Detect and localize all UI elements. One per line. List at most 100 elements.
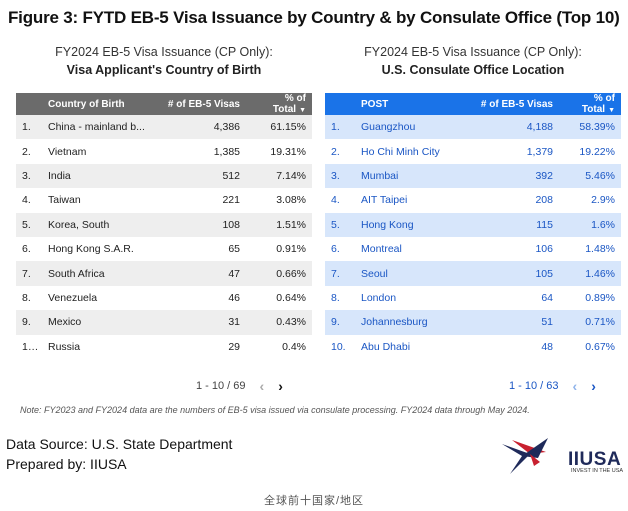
table-row[interactable]: 3. Mumbai 392 5.46% — [325, 163, 621, 189]
left-prev-page-icon[interactable]: ‹ — [259, 378, 265, 394]
table-row[interactable]: 1. Guangzhou 4,188 58.39% — [325, 115, 621, 140]
row-name: Hong Kong — [355, 212, 465, 237]
row-rank: 2. — [16, 139, 42, 164]
row-percent: 61.15% — [246, 115, 312, 140]
table-row[interactable]: 4. Taiwan 221 3.08% — [16, 188, 312, 213]
row-percent: 0.89% — [559, 285, 621, 311]
row-rank: 4. — [16, 188, 42, 213]
row-name: Montreal — [355, 236, 465, 262]
row-name: Johannesburg — [355, 310, 465, 335]
row-name: Ho Chi Minh City — [355, 139, 465, 164]
row-visa-count: 108 — [156, 212, 246, 237]
row-rank: 3. — [325, 163, 355, 189]
row-rank: 4. — [325, 188, 355, 213]
row-percent: 1.48% — [559, 236, 621, 262]
data-source-line: Data Source: U.S. State Department — [6, 436, 233, 452]
table-row[interactable]: 9. Johannesburg 51 0.71% — [325, 310, 621, 335]
left-next-page-icon[interactable]: › — [278, 378, 283, 394]
row-visa-count: 31 — [156, 310, 246, 335]
table-row[interactable]: 10. Russia 29 0.4% — [16, 334, 312, 359]
right-next-page-icon[interactable]: › — [591, 378, 596, 394]
right-prev-page-icon[interactable]: ‹ — [572, 378, 578, 394]
row-name: South Africa — [42, 261, 156, 286]
row-rank: 9. — [325, 310, 355, 335]
col-header-visas[interactable]: # of EB-5 Visas — [465, 93, 559, 115]
right-pagination: 1 - 10 / 63 ‹ › — [509, 378, 596, 394]
row-name: Abu Dhabi — [355, 334, 465, 359]
row-rank: 6. — [16, 236, 42, 262]
row-percent: 0.91% — [246, 236, 312, 262]
row-percent: 0.43% — [246, 310, 312, 335]
row-name: Korea, South — [42, 212, 156, 237]
row-percent: 0.64% — [246, 285, 312, 311]
row-rank: 5. — [325, 212, 355, 237]
table-row[interactable]: 6. Montreal 106 1.48% — [325, 236, 621, 262]
row-name: Taiwan — [42, 188, 156, 213]
table-row[interactable]: 4. AIT Taipei 208 2.9% — [325, 188, 621, 213]
row-visa-count: 48 — [465, 334, 559, 359]
table-row[interactable]: 8. Venezuela 46 0.64% — [16, 285, 312, 311]
row-percent: 2.9% — [559, 188, 621, 213]
row-visa-count: 46 — [156, 285, 246, 311]
row-rank: 5. — [16, 212, 42, 237]
table-row[interactable]: 5. Korea, South 108 1.51% — [16, 212, 312, 237]
row-rank: 1. — [16, 115, 42, 140]
country-of-birth-panel: FY2024 EB-5 Visa Issuance (CP Only): Vis… — [16, 44, 312, 359]
col-header-visas[interactable]: # of EB-5 Visas — [156, 93, 246, 115]
row-name: London — [355, 285, 465, 311]
left-pagination: 1 - 10 / 69 ‹ › — [196, 378, 283, 394]
table-row[interactable]: 2. Ho Chi Minh City 1,379 19.22% — [325, 139, 621, 164]
row-percent: 1.6% — [559, 212, 621, 237]
col-header-pct-label: % of Total — [581, 93, 615, 115]
row-percent: 19.31% — [246, 139, 312, 164]
row-name: China - mainland b... — [42, 115, 156, 140]
col-header-country[interactable]: Country of Birth — [42, 93, 156, 115]
row-visa-count: 512 — [156, 163, 246, 189]
consulate-office-table: POST # of EB-5 Visas % of Total ▼ 1. Guang… — [325, 93, 621, 359]
row-rank: 6. — [325, 236, 355, 262]
row-visa-count: 47 — [156, 261, 246, 286]
row-rank: 10. — [16, 334, 42, 359]
country-of-birth-table: Country of Birth # of EB-5 Visas % of To… — [16, 93, 312, 359]
iiusa-logo-icon — [502, 438, 548, 474]
table-row[interactable]: 7. South Africa 47 0.66% — [16, 261, 312, 286]
col-header-post[interactable]: POST — [355, 93, 465, 115]
table-row[interactable]: 3. India 512 7.14% — [16, 163, 312, 189]
right-table-title: FY2024 EB-5 Visa Issuance (CP Only): — [364, 45, 582, 59]
row-percent: 58.39% — [559, 115, 621, 140]
right-page-count: 1 - 10 / 63 — [509, 380, 559, 392]
row-name: Vietnam — [42, 139, 156, 164]
row-rank: 7. — [16, 261, 42, 286]
figure-title: Figure 3: FYTD EB-5 Visa Issuance by Cou… — [8, 8, 620, 27]
row-name: Russia — [42, 334, 156, 359]
col-header-pct[interactable]: % of Total ▼ — [246, 93, 312, 115]
row-rank: 9. — [16, 310, 42, 335]
right-table-subtitle: U.S. Consulate Office Location — [381, 63, 565, 77]
table-row[interactable]: 5. Hong Kong 115 1.6% — [325, 212, 621, 237]
table-row[interactable]: 9. Mexico 31 0.43% — [16, 310, 312, 335]
data-note: Note: FY2023 and FY2024 data are the num… — [20, 405, 530, 415]
table-row[interactable]: 2. Vietnam 1,385 19.31% — [16, 139, 312, 164]
footer-caption: 全球前十国家/地区 — [263, 495, 365, 507]
table-row[interactable]: 10. Abu Dhabi 48 0.67% — [325, 334, 621, 359]
row-name: India — [42, 163, 156, 189]
source-block: Data Source: U.S. State Department Prepa… — [6, 434, 232, 474]
row-rank: 3. — [16, 163, 42, 189]
row-visa-count: 208 — [465, 188, 559, 213]
row-name: AIT Taipei — [355, 188, 465, 213]
left-page-count: 1 - 10 / 69 — [196, 380, 246, 392]
sort-desc-icon[interactable]: ▼ — [608, 107, 615, 114]
col-header-pct-label: % of Total — [272, 93, 306, 115]
table-row[interactable]: 1. China - mainland b... 4,386 61.15% — [16, 115, 312, 140]
table-row[interactable]: 7. Seoul 105 1.46% — [325, 261, 621, 286]
row-percent: 19.22% — [559, 139, 621, 164]
col-header-pct[interactable]: % of Total ▼ — [559, 93, 621, 115]
sort-desc-icon[interactable]: ▼ — [299, 107, 306, 114]
row-visa-count: 64 — [465, 285, 559, 311]
row-rank: 8. — [16, 285, 42, 311]
row-rank: 7. — [325, 261, 355, 286]
table-row[interactable]: 8. London 64 0.89% — [325, 285, 621, 311]
row-visa-count: 105 — [465, 261, 559, 286]
table-row[interactable]: 6. Hong Kong S.A.R. 65 0.91% — [16, 236, 312, 262]
row-rank: 2. — [325, 139, 355, 164]
